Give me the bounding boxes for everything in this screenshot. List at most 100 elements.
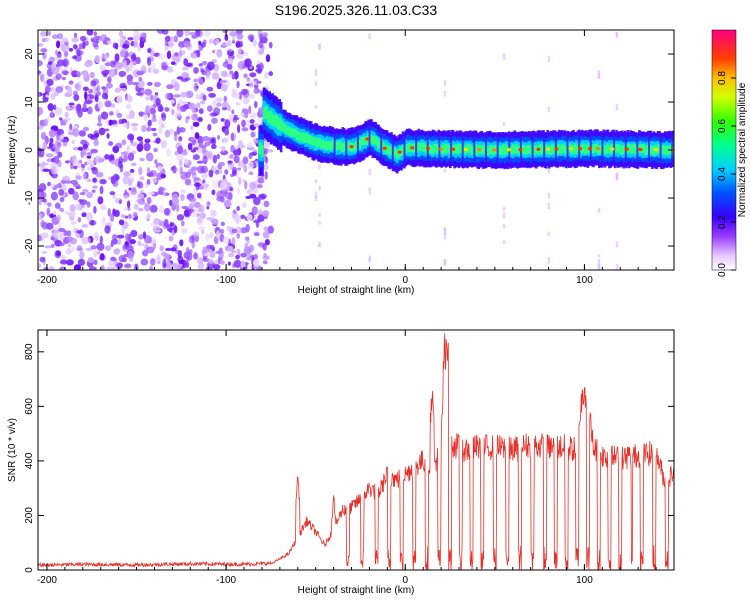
colorbar-tick-label: 0.8 [717, 71, 728, 85]
spectrogram-noise-cell [118, 30, 124, 38]
spectrogram-ridge-cell [490, 145, 494, 154]
spectrogram-noise-cell [55, 73, 62, 80]
spectrogram-noise-cell [77, 146, 84, 151]
spectrogram-noise-cell [102, 40, 107, 45]
spectrogram-noise-cell [47, 61, 53, 65]
spectrogram-noise-cell [216, 153, 221, 160]
spectrogram-noise-cell [224, 34, 229, 42]
spectrogram-noise-cell [107, 208, 111, 217]
spectrogram-noise-cell [242, 156, 249, 165]
spectrogram-noise-cell [197, 216, 202, 224]
spectrogram-ridge-cell [489, 145, 492, 154]
spectrogram-noise-cell [55, 250, 62, 257]
spectrogram-noise-cell [258, 40, 264, 49]
spectrogram-noise-cell [122, 244, 129, 250]
spectrogram-noise-cell [227, 50, 231, 56]
spectrogram-noise-cell [139, 139, 144, 149]
spectrogram-ridge-cell [619, 145, 623, 155]
spectrogram-ridge-cell [262, 107, 266, 120]
spectrogram-noise-cell [138, 243, 146, 247]
spectrogram-noise-cell [38, 70, 42, 74]
spectrogram-noise-cell [176, 103, 181, 111]
spectrogram-noise-cell [106, 40, 113, 45]
spectrogram-noise-cell [146, 179, 151, 185]
snr-xtick-label: 0 [402, 575, 408, 586]
spectrogram-noise-cell [198, 108, 204, 115]
spectrogram-ridge-cell [585, 144, 588, 154]
spectrogram-noise-cell [79, 192, 86, 196]
spectrogram-noise-cell [244, 242, 249, 250]
spectrogram-noise-cell [47, 30, 51, 37]
spectrogram-noise-cell [44, 266, 49, 270]
spectrogram-noise-cell [146, 167, 151, 174]
spectrogram-noise-cell [170, 61, 176, 65]
spectrogram-ridge-cell [377, 140, 380, 149]
spectrogram-noise-cell [211, 117, 218, 124]
spectrogram-noise-cell [248, 160, 254, 170]
spectrogram-noise-cell [152, 177, 158, 183]
spectrogram-ridge-cell [651, 145, 654, 155]
spectrogram-noise-cell [191, 113, 199, 121]
spectrogram-peak [536, 147, 541, 151]
spectrogram-noise-cell [110, 176, 116, 185]
spectrogram-noise-cell [100, 204, 107, 211]
spectrogram-noise-cell [40, 220, 46, 228]
spectrogram-spike [333, 129, 336, 159]
spectrogram-noise-cell [263, 252, 267, 258]
spectrogram-noise-cell [72, 191, 79, 201]
spectrogram-spike [589, 131, 592, 161]
spectrogram-ridge-cell [268, 112, 271, 125]
spectrogram-noise-cell [216, 48, 223, 58]
spectrogram-ridge-cell [278, 117, 282, 130]
spectrogram-ridge-cell [311, 136, 314, 146]
spectrogram-noise-cell [106, 133, 110, 139]
spectrogram-noise-cell [137, 207, 144, 212]
spectrogram-noise-cell [227, 104, 231, 112]
spectrogram-noise-cell [38, 263, 42, 269]
spectrogram-noise-cell [76, 233, 81, 238]
spectrogram-peak [654, 148, 659, 152]
spectrogram-noise-cell [137, 70, 146, 74]
spectrogram-noise-cell [208, 38, 214, 44]
spectrogram-ridge-cell [327, 141, 330, 150]
spectrogram-noise-cell [86, 191, 94, 199]
spectrogram-noise-cell [176, 30, 184, 38]
spectrogram-noise-cell [158, 186, 164, 195]
spectrogram-noise-cell [154, 159, 158, 165]
spectrogram-noise-cell [206, 201, 211, 206]
spectrogram-noise-cell [150, 127, 157, 132]
spectrogram-noise-cell [183, 58, 189, 67]
spectrogram-noise-cell [134, 263, 138, 268]
spectrogram-noise-cell [264, 239, 270, 246]
spectrogram-ridge-cell [662, 145, 666, 154]
spectrogram-noise-cell [208, 169, 214, 178]
spectrogram-ridge-cell [305, 134, 309, 143]
spectrogram-ridge-cell [562, 143, 565, 153]
colorbar-label: Normalized spectral amplitude [737, 82, 748, 217]
spectrogram-noise-cell [236, 168, 240, 178]
spectrogram-ridge-cell [499, 145, 502, 155]
spectrogram-noise-cell [231, 73, 236, 80]
spectrogram-noise-cell [47, 181, 52, 187]
spectrogram-spike [356, 127, 359, 157]
spectrogram-ridge-cell [516, 145, 519, 154]
spectrogram-noise-cell [58, 188, 65, 196]
spectrogram-noise-cell [99, 185, 104, 195]
spectrogram-noise-cell [205, 150, 213, 160]
spectrogram-noise-cell [121, 226, 125, 235]
spectrogram-noise-cell [178, 50, 183, 58]
spectrogram-noise-cell [118, 219, 125, 226]
spectrogram-noise-cell [215, 97, 223, 102]
spectrogram-noise-cell [86, 201, 91, 208]
snr-ytick-label: 200 [24, 507, 35, 524]
spectrogram-noise-cell [166, 50, 172, 60]
spectrogram-noise-cell [236, 248, 241, 254]
spectrogram-noise-cell [156, 254, 161, 262]
spectrogram-spike [543, 132, 546, 162]
spectrogram-noise-cell [246, 252, 253, 260]
spectrogram-noise-cell [88, 88, 93, 94]
spectrogram-ridge-cell [467, 144, 471, 153]
spectrogram-noise-cell [143, 111, 149, 116]
spectrogram-noise-cell [202, 136, 210, 142]
spectrogram-ridge-cell [514, 143, 518, 153]
